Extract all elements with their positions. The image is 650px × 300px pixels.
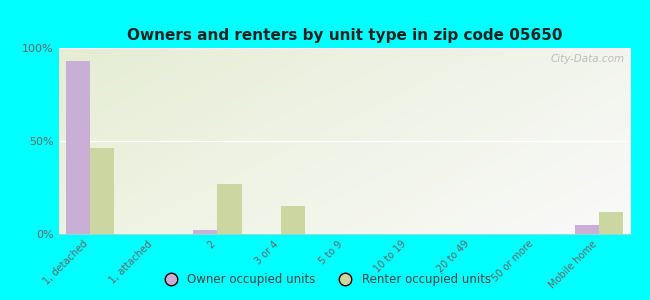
Bar <box>90 148 114 234</box>
Title: Owners and renters by unit type in zip code 05650: Owners and renters by unit type in zip c… <box>127 28 562 43</box>
Bar <box>193 230 217 234</box>
Bar <box>599 212 623 234</box>
Bar <box>66 61 90 234</box>
Bar <box>217 184 242 234</box>
Legend: Owner occupied units, Renter occupied units: Owner occupied units, Renter occupied un… <box>154 269 496 291</box>
Text: City-Data.com: City-Data.com <box>551 54 625 64</box>
Bar <box>281 206 305 234</box>
Bar <box>575 225 599 234</box>
